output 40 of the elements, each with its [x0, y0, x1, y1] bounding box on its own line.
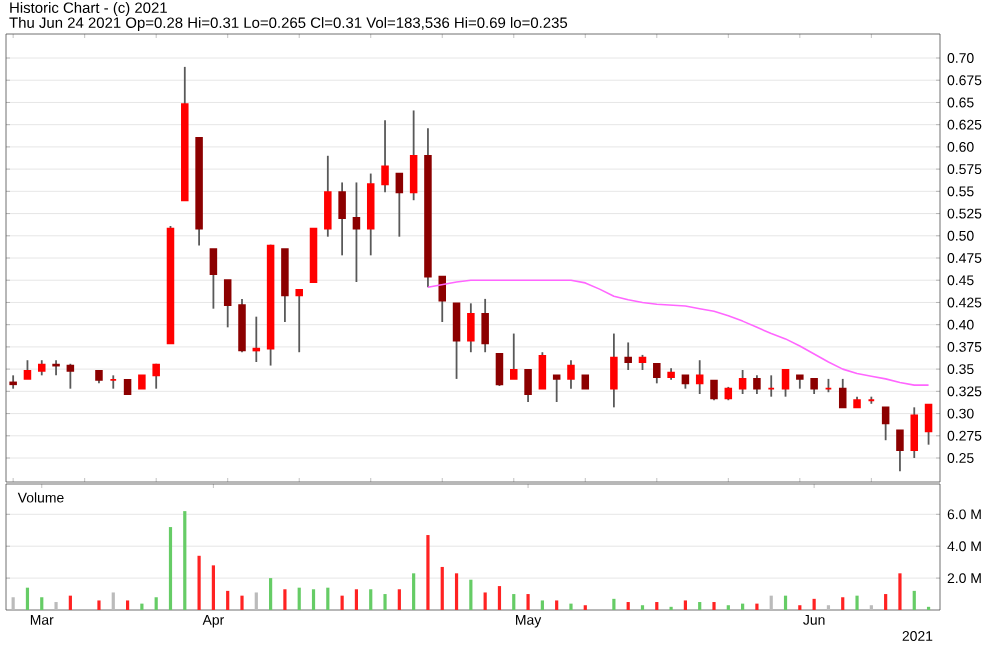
candlestick [624, 341, 632, 371]
candlestick [524, 369, 532, 403]
candlestick [538, 351, 547, 390]
candlestick [467, 302, 475, 354]
candlestick [338, 181, 346, 257]
candlestick [352, 181, 361, 283]
candlestick [209, 248, 218, 310]
candlestick [9, 374, 17, 390]
candlestick [481, 298, 489, 354]
candlestick [452, 302, 461, 380]
candlestick [753, 374, 761, 395]
candlestick [838, 378, 847, 409]
candlestick [66, 362, 75, 390]
candlestick [610, 332, 618, 409]
candlestick [438, 275, 447, 323]
candlestick [223, 279, 232, 329]
candlestick [295, 288, 303, 354]
candlestick [710, 379, 718, 402]
candlestick [409, 109, 418, 202]
candlestick [924, 403, 933, 446]
candlestick [281, 248, 289, 323]
candlestick [896, 429, 904, 473]
candlestick [238, 298, 246, 354]
candlestick [695, 359, 704, 395]
candlestick [152, 362, 160, 390]
candlestick [52, 359, 60, 377]
candlestick [653, 362, 661, 385]
candlestick [910, 406, 919, 459]
candlestick [881, 406, 890, 442]
candlestick [495, 353, 504, 387]
candlestick [381, 119, 389, 194]
candlestick [324, 154, 332, 238]
candlestick [395, 172, 404, 238]
candlestick [552, 374, 561, 403]
candlestick [781, 369, 790, 398]
candlestick [23, 359, 32, 380]
candlestick [738, 369, 747, 395]
candlestick [510, 332, 518, 380]
candlestick [366, 172, 375, 257]
candlestick [567, 359, 575, 390]
